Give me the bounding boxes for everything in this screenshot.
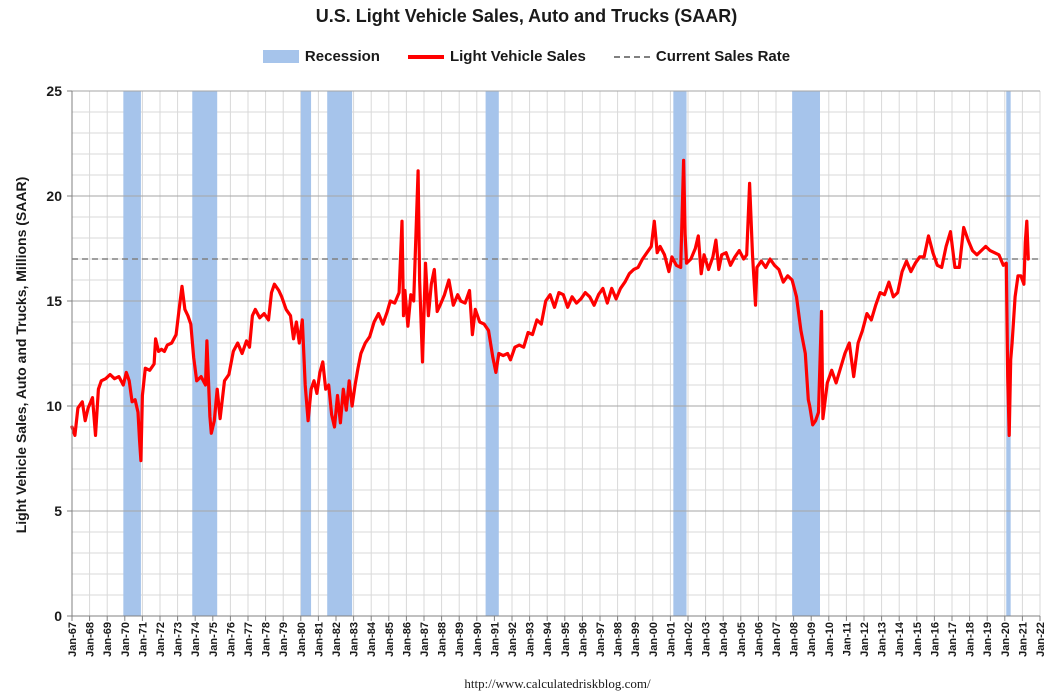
x-tick-label: Jan-86	[401, 622, 413, 657]
x-tick-label: Jan-17	[947, 622, 959, 657]
x-tick-label: Jan-96	[577, 622, 589, 657]
x-tick-label: Jan-15	[912, 622, 924, 657]
x-tick-label: Jan-12	[859, 622, 871, 657]
x-tick-label: Jan-04	[718, 621, 730, 657]
chart-plot: 0 5 10 15 20 25 Jan-67 Jan-68 Jan-69 Jan-70 Jan-7…	[46, 83, 1047, 657]
x-tick-label: Jan-72	[155, 622, 167, 657]
x-tick-label: Jan-76	[225, 622, 237, 657]
x-tick-label: Jan-22	[1035, 622, 1047, 657]
x-tick-label: Jan-05	[736, 622, 748, 657]
x-tick-label: Jan-01	[665, 622, 677, 657]
x-tick-label: Jan-88	[437, 622, 449, 657]
series-group	[70, 158, 1030, 463]
x-tick-label: Jan-03	[701, 622, 713, 657]
chart-legend: Recession Light Vehicle Sales Current Sa…	[0, 48, 1053, 65]
x-tick-label: Jan-84	[366, 621, 378, 657]
x-tick-label: Jan-10	[824, 622, 836, 657]
x-tick-label: Jan-80	[296, 622, 308, 657]
y-tick-label: 0	[54, 608, 62, 624]
source-url: http://www.calculatedriskblog.com/	[464, 676, 651, 691]
chart-title: U.S. Light Vehicle Sales, Auto and Truck…	[315, 6, 738, 26]
x-tick-label: Jan-13	[877, 622, 889, 657]
x-tick-label: Jan-77	[243, 622, 255, 657]
x-tick-label: Jan-95	[560, 622, 572, 657]
x-tick-label: Jan-79	[278, 622, 290, 657]
y-tick-label: 10	[46, 398, 62, 414]
y-tick-labels: 0 5 10 15 20 25	[46, 83, 62, 624]
x-tick-label: Jan-19	[982, 622, 994, 657]
legend-swatch-sales	[407, 54, 444, 59]
x-tick-label: Jan-94	[542, 621, 554, 657]
legend-label-current-rate: Current Sales Rate	[655, 48, 791, 65]
legend-swatch-current-rate	[613, 55, 650, 58]
recession-band	[123, 91, 141, 616]
x-tick-label: Jan-67	[67, 622, 79, 657]
legend-item-current-rate: Current Sales Rate	[613, 48, 791, 65]
x-tick-label: Jan-08	[789, 622, 801, 657]
legend-label-recession: Recession	[304, 48, 380, 65]
x-tick-label: Jan-91	[489, 622, 501, 657]
series-line-light-vehicle-sales	[70, 158, 1030, 463]
x-tick-label: Jan-89	[454, 622, 466, 657]
x-tick-label: Jan-07	[771, 622, 783, 657]
x-tick-label: Jan-81	[313, 622, 325, 657]
x-tick-labels: Jan-67 Jan-68 Jan-69 Jan-70 Jan-71 Jan-72 Jan-…	[67, 621, 1047, 657]
x-tick-label: Jan-09	[806, 622, 818, 657]
recession-band	[300, 91, 312, 616]
legend-item-sales: Light Vehicle Sales	[407, 48, 586, 65]
x-tick-label: Jan-20	[1000, 622, 1012, 657]
legend-swatch-recession	[262, 50, 299, 63]
x-tick-label: Jan-21	[1017, 622, 1029, 657]
x-tick-label: Jan-71	[137, 622, 149, 657]
x-tick-label: Jan-87	[419, 622, 431, 657]
legend-item-recession: Recession	[262, 48, 380, 65]
x-tick-label: Jan-90	[472, 622, 484, 657]
recession-bands	[123, 91, 1011, 616]
x-tick-label: Jan-18	[965, 622, 977, 657]
y-tick-label: 15	[46, 293, 62, 309]
x-tick-label: Jan-68	[85, 622, 97, 657]
x-tick-label: Jan-70	[120, 622, 132, 657]
x-tick-label: Jan-00	[648, 622, 660, 657]
recession-band	[192, 91, 218, 616]
x-tick-label: Jan-97	[595, 622, 607, 657]
axes	[67, 90, 1041, 621]
x-tick-label: Jan-06	[753, 622, 765, 657]
y-tick-label: 25	[46, 83, 62, 99]
x-tick-label: Jan-75	[208, 622, 220, 657]
legend-label-sales: Light Vehicle Sales	[449, 48, 586, 65]
x-tick-label: Jan-82	[331, 622, 343, 657]
x-tick-label: Jan-98	[613, 622, 625, 657]
x-tick-label: Jan-83	[349, 622, 361, 657]
y-tick-label: 20	[46, 188, 62, 204]
x-tick-label: Jan-69	[102, 622, 114, 657]
x-tick-label: Jan-14	[894, 621, 906, 657]
x-tick-label: Jan-92	[507, 622, 519, 657]
x-tick-label: Jan-16	[929, 622, 941, 657]
x-tick-label: Jan-02	[683, 622, 695, 657]
x-tick-label: Jan-73	[173, 622, 185, 657]
recession-band	[327, 91, 353, 616]
x-tick-label: Jan-11	[841, 622, 853, 656]
x-tick-label: Jan-74	[190, 621, 202, 657]
x-tick-label: Jan-78	[261, 622, 273, 657]
y-tick-label: 5	[54, 503, 62, 519]
x-tick-label: Jan-99	[630, 622, 642, 657]
x-tick-label: Jan-85	[384, 622, 396, 657]
x-tick-label: Jan-93	[525, 622, 537, 657]
